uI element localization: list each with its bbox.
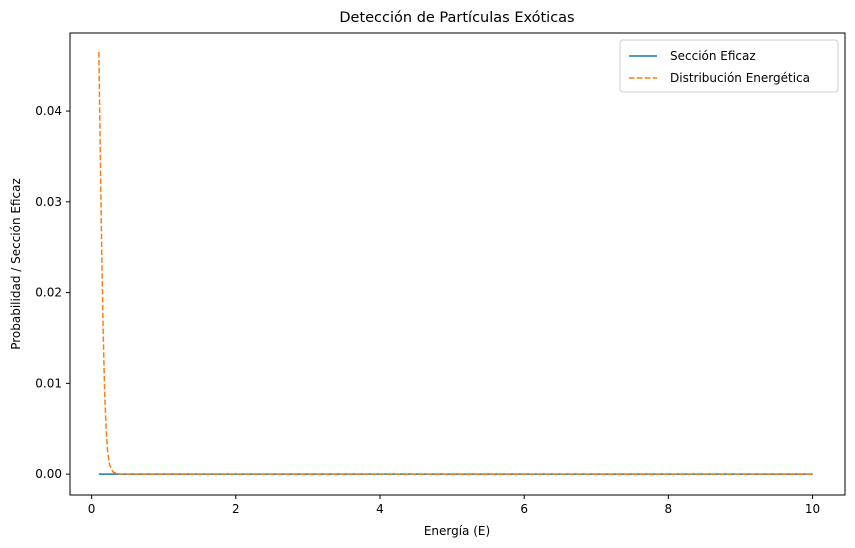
x-axis-title: Energía (E): [424, 524, 490, 538]
y-axis-title: Probabilidad / Sección Eficaz: [9, 178, 23, 350]
y-tick-label: 0.03: [35, 195, 62, 209]
legend: Sección Eficaz Distribución Energética: [619, 39, 839, 93]
plot-frame: [69, 32, 846, 496]
chart-title: Detección de Partículas Exóticas: [339, 10, 574, 26]
y-axis: 0.00 0.01 0.02 0.03 0.04: [35, 104, 70, 481]
x-tick-label: 8: [665, 502, 673, 516]
x-tick-label: 10: [805, 502, 820, 516]
series-line-distribucion-energetica: [98, 52, 813, 475]
legend-label-seccion-eficaz: Sección Eficaz: [670, 49, 756, 63]
legend-box: [619, 39, 839, 93]
x-axis: 0 2 4 6 8 10: [88, 495, 820, 516]
y-tick-label: 0.04: [35, 104, 62, 118]
y-tick-label: 0.01: [35, 376, 62, 390]
y-tick-label: 0.02: [35, 286, 62, 300]
x-tick-label: 6: [520, 502, 528, 516]
x-tick-label: 2: [232, 502, 240, 516]
plot-lines: [98, 52, 813, 475]
x-tick-label: 4: [376, 502, 384, 516]
x-tick-label: 0: [88, 502, 96, 516]
y-tick-label: 0.00: [35, 467, 62, 481]
legend-label-distribucion-energetica: Distribución Energética: [670, 71, 810, 85]
